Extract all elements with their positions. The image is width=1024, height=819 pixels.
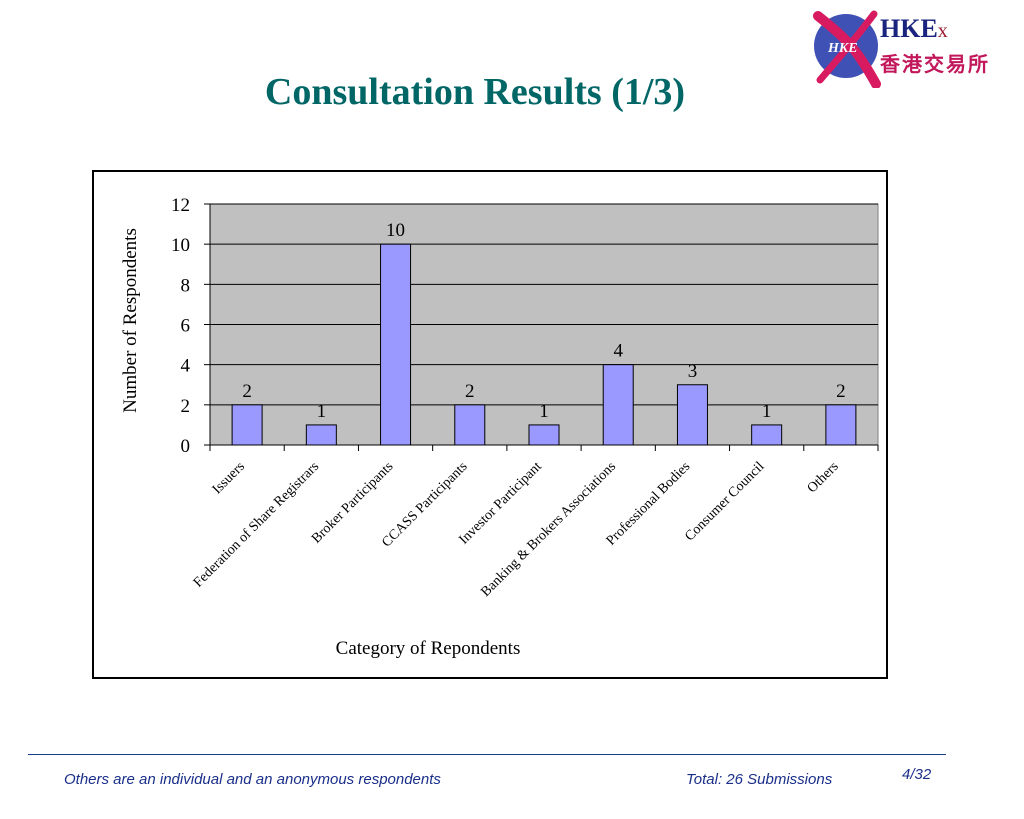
x-tick-label: Consumer Council [682, 459, 767, 544]
y-tick-label: 0 [181, 436, 191, 457]
hkex-logo: HKE [806, 8, 1018, 89]
bar-value-label: 3 [688, 361, 698, 382]
x-tick-label: Federation of Share Registrars [191, 459, 322, 590]
y-tick-label: 4 [181, 356, 191, 377]
bar-value-label: 2 [836, 381, 846, 402]
bar [528, 424, 560, 446]
bar-value-label: 2 [465, 381, 475, 402]
logo-chinese-name: 香港交易所 [880, 52, 990, 76]
x-tick-label: Others [805, 459, 842, 496]
bar [676, 384, 708, 446]
footer-divider [28, 754, 946, 755]
x-tick-label: Issuers [210, 459, 248, 497]
logo-wordmark: HKEx [880, 14, 948, 44]
footer-total: Total: 26 Submissions [686, 771, 833, 788]
bar [380, 243, 412, 446]
bar-value-label: 2 [242, 381, 252, 402]
bar [602, 364, 634, 446]
bar-value-label: 1 [762, 401, 772, 422]
bar [231, 404, 263, 446]
x-tick-label: Investor Participant [456, 459, 544, 547]
logo-wordmark-x: x [937, 20, 948, 42]
x-tick-label: Banking & Brokers Associations [478, 459, 619, 600]
x-tick-label: Professional Bodies [604, 459, 694, 549]
logo-badge-text: HKE [827, 41, 858, 56]
x-axis-title: Category of Repondents [336, 638, 521, 659]
bar-value-label: 10 [386, 220, 405, 241]
bar [305, 424, 337, 446]
footer-note: Others are an individual and an anonymou… [64, 771, 441, 788]
y-tick-label: 6 [181, 316, 191, 337]
y-tick-label: 2 [181, 396, 191, 417]
x-tick-label: Broker Participants [309, 459, 396, 546]
y-tick-label: 12 [171, 195, 190, 216]
hkex-logo-mark-icon: HKE [813, 10, 881, 89]
y-tick-label: 10 [171, 235, 190, 256]
y-axis-title: Number of Respondents [120, 228, 141, 413]
y-tick-label: 8 [181, 275, 191, 296]
bar [454, 404, 486, 446]
bar-value-label: 4 [613, 341, 623, 362]
logo-wordmark-main: HKE [880, 14, 938, 43]
bar [825, 404, 857, 446]
page-number: 4/32 [902, 766, 932, 783]
bar [751, 424, 783, 446]
bar-value-label: 1 [317, 401, 327, 422]
slide-title: Consultation Results (1/3) [264, 71, 686, 113]
bar-value-label: 1 [539, 401, 549, 422]
